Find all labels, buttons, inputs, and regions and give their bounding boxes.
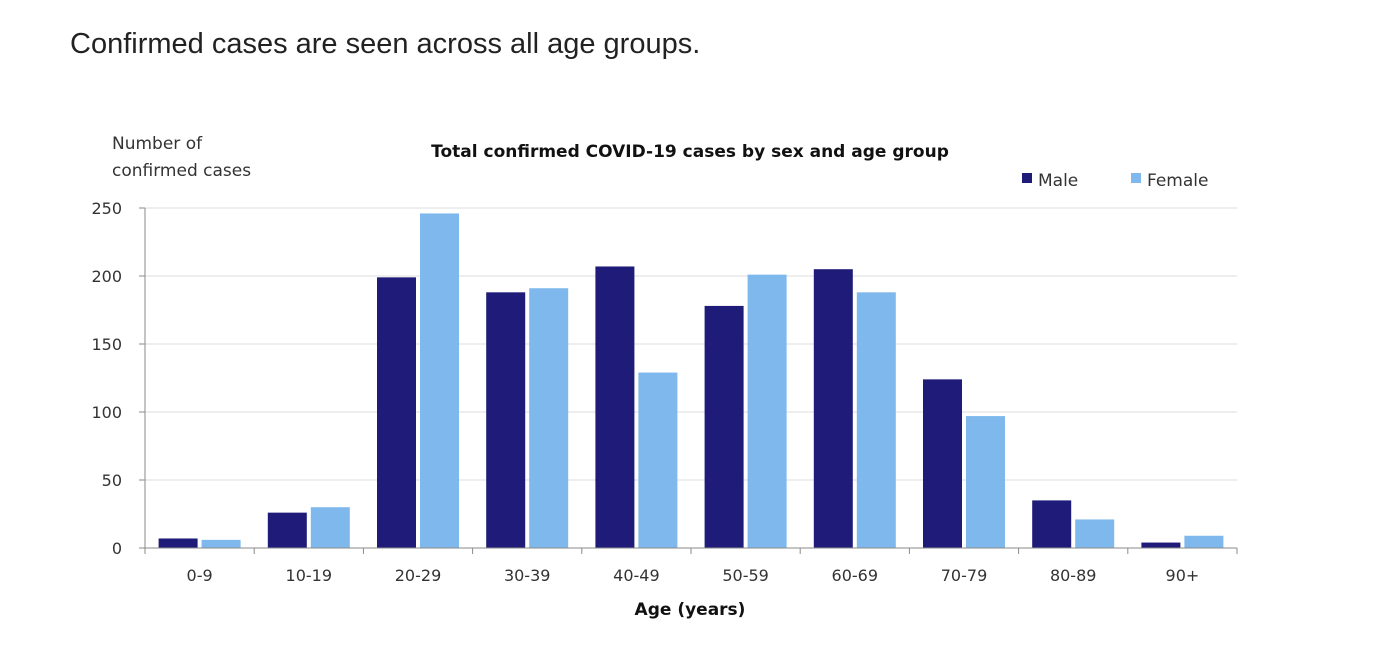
bar-female-80-89 — [1075, 519, 1115, 548]
bar-male-0-9 — [158, 538, 198, 548]
x-tick-label: 50-59 — [722, 566, 769, 585]
bar-male-20-29 — [377, 277, 416, 548]
y-tick-label: 50 — [102, 471, 122, 490]
y-tick-label: 150 — [91, 335, 122, 354]
x-tick-label: 60-69 — [832, 566, 879, 585]
chart-legend: Male Female — [1022, 171, 1208, 191]
bar-female-50-59 — [747, 274, 787, 548]
bar-male-50-59 — [704, 305, 744, 548]
legend-label-male: Male — [1038, 171, 1078, 191]
bar-female-10-19 — [310, 507, 350, 548]
x-tick-label: 70-79 — [941, 566, 988, 585]
y-tick-label: 250 — [91, 199, 122, 218]
y-axis-label-line-2: confirmed cases — [112, 161, 251, 181]
y-tick-label: 0 — [112, 539, 122, 558]
bar-male-80-89 — [1032, 500, 1072, 548]
gridlines — [145, 207, 1237, 481]
bar-female-20-29 — [420, 213, 459, 548]
x-tick-label: 40-49 — [613, 566, 660, 585]
legend-swatch-female — [1131, 173, 1141, 183]
bar-male-10-19 — [267, 512, 307, 548]
x-tick-label: 20-29 — [395, 566, 442, 585]
bar-male-70-79 — [923, 379, 962, 548]
chart-title: Total confirmed COVID-19 cases by sex an… — [431, 142, 949, 162]
bar-female-60-69 — [856, 292, 896, 548]
bar-female-70-79 — [966, 416, 1005, 548]
bars-group — [158, 213, 1224, 548]
legend-label-female: Female — [1147, 171, 1208, 191]
bar-female-90+ — [1184, 535, 1224, 548]
legend-swatch-male — [1022, 173, 1032, 183]
bar-male-60-69 — [813, 269, 853, 548]
x-axis-label: Age (years) — [635, 600, 746, 620]
bar-male-90+ — [1141, 542, 1181, 548]
x-tick-label: 80-89 — [1050, 566, 1097, 585]
bar-female-30-39 — [529, 288, 569, 548]
bar-female-0-9 — [201, 539, 241, 548]
x-tick-label: 90+ — [1166, 566, 1200, 585]
y-tick-label: 200 — [91, 267, 122, 286]
axes-group: 0 50 100 150 200 250 0-9 10-19 20-29 30-39 40-49 50… — [91, 199, 1238, 585]
x-tick-label: 0-9 — [187, 566, 213, 585]
x-tick-label: 30-39 — [504, 566, 551, 585]
bar-female-40-49 — [638, 372, 678, 548]
bar-male-40-49 — [595, 266, 635, 548]
y-tick-label: 100 — [91, 403, 122, 422]
page-heading: Confirmed cases are seen across all age … — [70, 28, 701, 60]
y-axis-label-line-1: Number of — [112, 134, 203, 154]
x-tick-label: 10-19 — [286, 566, 333, 585]
bar-male-30-39 — [486, 292, 526, 548]
